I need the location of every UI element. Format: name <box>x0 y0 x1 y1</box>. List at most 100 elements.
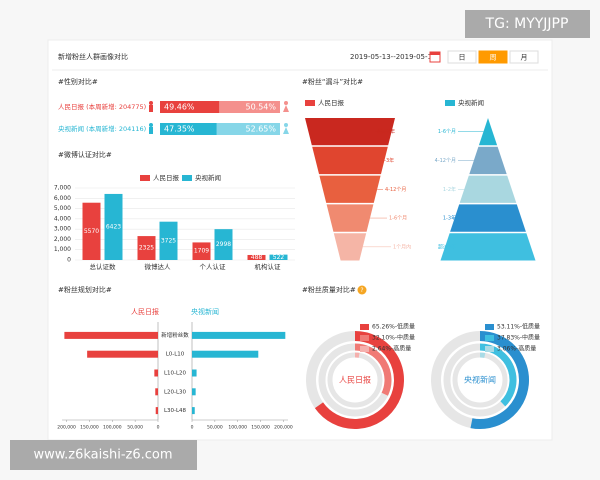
funnel-layer <box>450 204 526 232</box>
funnel-layer <box>440 233 536 261</box>
period-button[interactable] <box>447 50 477 64</box>
category-label: L10-L20 <box>164 371 187 377</box>
female-icon <box>283 127 289 134</box>
gender-bar <box>160 101 220 113</box>
x-tick-label: 0 <box>191 425 194 431</box>
center-label: 央视新闻 <box>464 375 496 385</box>
ring-arc <box>314 331 404 429</box>
section-title: #性别对比# <box>58 77 98 86</box>
y-tick-label: 3,000 <box>54 226 71 233</box>
bar <box>154 369 158 377</box>
bar <box>82 202 101 260</box>
bar <box>87 350 158 358</box>
period-button[interactable] <box>509 50 539 64</box>
legend-swatch <box>360 324 369 330</box>
y-tick-label: 4,000 <box>54 215 71 222</box>
bar <box>247 254 266 260</box>
bar <box>192 388 196 396</box>
row-label: 人民日报 (本周新增: 204775) <box>58 102 146 111</box>
period-button-label: 周 <box>490 54 497 62</box>
watermark-box <box>10 440 197 470</box>
legend-label: 65.26%-低质量 <box>372 323 415 331</box>
side-title: 央视新闻 <box>191 307 219 316</box>
y-tick-label: 0 <box>67 257 71 264</box>
bar <box>64 331 158 339</box>
value-label: 6423 <box>106 223 121 230</box>
page-title: 新增粉丝人群画像对比 <box>58 52 128 61</box>
funnel-layer <box>326 204 374 232</box>
value-label: 49.46% <box>164 103 195 112</box>
male-icon <box>149 127 153 134</box>
legend-swatch <box>140 175 150 181</box>
category-label: 新增粉丝数 <box>161 331 189 339</box>
male-icon <box>149 101 153 105</box>
male-icon <box>149 123 153 127</box>
legend-label: 央视新闻 <box>458 98 484 107</box>
x-tick-label: 微博达人 <box>145 262 172 271</box>
funnel-label: 超过3年 <box>377 128 395 135</box>
bar <box>159 221 178 260</box>
value-label: 522 <box>273 254 285 261</box>
female-icon <box>284 101 288 105</box>
value-label: 2998 <box>216 241 231 248</box>
category-label: L20-L30 <box>164 389 187 395</box>
y-tick-label: 5,000 <box>54 205 71 212</box>
funnel-label: 1-3年 <box>381 157 394 164</box>
funnel-layer <box>319 175 381 203</box>
funnel-label: 1个月内 <box>393 243 411 250</box>
section-title: #微博认证对比# <box>58 150 112 159</box>
x-tick-label: 个人认证 <box>200 262 227 271</box>
help-icon[interactable] <box>357 285 367 295</box>
funnel-label: 1-3年 <box>443 215 456 222</box>
category-label: L30-L48 <box>164 408 187 414</box>
value-label: 3725 <box>161 237 176 244</box>
section-title: #粉丝质量对比# <box>302 285 356 294</box>
bar <box>192 369 197 377</box>
funnel-layer <box>469 146 507 175</box>
legend-label: 2.64%-高质量 <box>372 345 411 353</box>
legend-swatch <box>182 175 192 181</box>
x-tick-label: 200,000 <box>274 425 293 431</box>
value-label: 1709 <box>194 248 209 255</box>
value-label: 50.54% <box>245 103 276 112</box>
funnel-layer <box>478 118 498 146</box>
x-tick-label: 50,000 <box>207 425 223 431</box>
x-tick-label: 150,000 <box>251 425 270 431</box>
funnel-label: 超过3年 <box>438 243 456 250</box>
bar <box>214 229 233 260</box>
legend-label: 人民日报 <box>153 173 180 182</box>
value-label: 5570 <box>84 228 99 235</box>
bar <box>269 254 288 260</box>
x-tick-label: 150,000 <box>80 425 99 431</box>
period-button[interactable] <box>478 50 508 64</box>
value-label: 47.35% <box>164 125 195 134</box>
funnel-layer <box>333 233 367 261</box>
x-tick-label: 200,000 <box>57 425 76 431</box>
legend-swatch <box>445 100 455 106</box>
calendar-icon[interactable] <box>429 51 441 63</box>
watermark: www.z6kaishi-z6.com <box>33 448 172 463</box>
funnel-label: 1-6个月 <box>438 129 456 135</box>
x-tick-label: 50,000 <box>127 425 143 431</box>
legend-swatch <box>360 335 369 341</box>
bar <box>192 407 195 415</box>
side-title: 人民日报 <box>131 307 159 316</box>
funnel-label: 4-12个月 <box>385 187 406 193</box>
bar <box>137 236 156 260</box>
x-tick-label: 总认证数 <box>90 262 117 271</box>
x-tick-label: 100,000 <box>228 425 247 431</box>
x-tick-label: 0 <box>157 425 160 431</box>
legend-swatch <box>485 324 494 330</box>
legend-label: 53.11%-低质量 <box>497 323 540 331</box>
legend-label: 32.10%-中质量 <box>372 334 415 342</box>
bar <box>192 350 259 358</box>
bar <box>104 193 123 260</box>
funnel-layer <box>312 146 388 175</box>
category-label: L0-L10 <box>166 352 185 358</box>
gender-bar <box>216 123 280 135</box>
value-label: 2325 <box>139 245 154 252</box>
funnel-label: 1-2年 <box>443 186 456 193</box>
y-tick-label: 1,000 <box>54 246 71 253</box>
bar <box>192 242 211 260</box>
